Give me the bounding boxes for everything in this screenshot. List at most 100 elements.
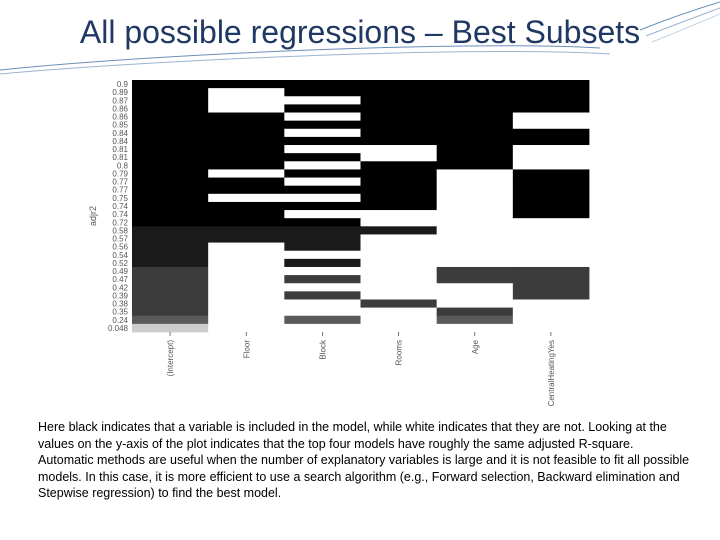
heatmap-cell <box>512 210 590 219</box>
heatmap-cell <box>284 242 361 252</box>
heatmap-cell <box>436 88 514 97</box>
heatmap-cells <box>132 80 590 333</box>
heatmap-cell <box>512 80 590 89</box>
heatmap-cell <box>436 307 514 317</box>
heatmap-cell <box>208 193 285 203</box>
heatmap-cell <box>284 218 361 227</box>
heatmap-cell <box>436 104 514 113</box>
heatmap-cell <box>208 242 285 252</box>
y-tick-label: 0.9 <box>117 80 129 89</box>
x-tick-labels: (Intercept) Floor Block Rooms Age CentralHeat… <box>166 332 556 406</box>
y-tick-label: 0.048 <box>108 324 129 333</box>
heatmap-cell <box>512 226 590 235</box>
heatmap-cell <box>360 120 438 130</box>
heatmap-cell <box>132 169 209 178</box>
heatmap-cell <box>132 104 209 113</box>
swoosh-line <box>0 45 601 71</box>
heatmap-cell <box>512 145 590 154</box>
heatmap-cell <box>284 96 361 105</box>
x-tick-label: (Intercept) <box>166 340 175 377</box>
heatmap-cell <box>360 201 438 211</box>
heatmap-cell <box>360 193 438 203</box>
slide-title: All possible regressions – Best Subsets <box>79 14 641 50</box>
heatmap-cell <box>132 299 209 309</box>
heatmap-cell <box>436 120 514 130</box>
caption-paragraph-1: Here black indicates that a variable is … <box>38 420 667 451</box>
heatmap-cell <box>132 80 209 89</box>
heatmap-cell <box>132 250 209 260</box>
heatmap-cell <box>208 275 285 284</box>
heatmap-cell <box>360 96 438 105</box>
heatmap-cell <box>360 145 438 154</box>
heatmap-cell <box>132 120 209 130</box>
heatmap-cell <box>512 299 590 309</box>
heatmap-cell <box>512 266 590 276</box>
heatmap-cell <box>360 226 438 235</box>
heatmap-cell <box>436 136 514 146</box>
y-tick-label: 0.72 <box>112 218 128 227</box>
y-tick-label: 0.47 <box>112 275 128 284</box>
y-tick-label: 0.81 <box>112 145 128 154</box>
heatmap-cell <box>284 266 361 276</box>
heatmap-cell <box>436 96 514 105</box>
y-tick-labels: 0.90.890.870.860.860.850.840.840.810.810… <box>108 80 129 333</box>
heatmap-cell <box>436 266 514 276</box>
heatmap-cell <box>284 226 361 235</box>
heatmap-cell <box>132 128 209 138</box>
heatmap-cell <box>512 169 590 178</box>
heatmap-cell <box>132 177 209 187</box>
y-tick-label: 0.85 <box>112 121 128 130</box>
y-tick-label: 0.74 <box>112 202 128 211</box>
x-tick-label: Floor <box>242 340 251 359</box>
heatmap-cell <box>284 88 361 97</box>
y-tick-label: 0.77 <box>112 186 128 195</box>
heatmap-cell <box>436 185 514 195</box>
heatmap-cell <box>284 210 361 219</box>
heatmap-cell <box>284 250 361 260</box>
heatmap-cell <box>436 226 514 235</box>
heatmap-cell <box>360 104 438 113</box>
y-tick-label: 0.39 <box>112 291 128 300</box>
y-tick-label: 0.24 <box>112 316 128 325</box>
heatmap-cell <box>360 185 438 195</box>
heatmap-cell <box>132 112 209 122</box>
heatmap-cell <box>284 120 361 130</box>
heatmap-cell <box>132 242 209 252</box>
heatmap-cell <box>208 283 285 292</box>
y-tick-label: 0.35 <box>112 308 128 317</box>
heatmap-cell <box>208 258 285 268</box>
heatmap-cell <box>132 153 209 162</box>
heatmap-cell <box>360 136 438 146</box>
heatmap-cell <box>512 120 590 130</box>
y-tick-label: 0.42 <box>112 283 128 292</box>
y-tick-label: 0.79 <box>112 169 128 178</box>
heatmap-cell <box>436 177 514 187</box>
y-tick-label: 0.77 <box>112 178 128 187</box>
heatmap-cell <box>208 323 285 333</box>
heatmap-cell <box>132 226 209 235</box>
heatmap-cell <box>512 193 590 203</box>
y-tick-label: 0.84 <box>112 137 128 146</box>
y-tick-label: 0.81 <box>112 153 128 162</box>
x-tick-label: CentralHeatingYes <box>547 340 556 406</box>
heatmap-cell <box>208 169 285 178</box>
heatmap-cell <box>208 153 285 162</box>
heatmap-cell <box>284 153 361 162</box>
heatmap-cell <box>436 258 514 268</box>
heatmap-cell <box>284 145 361 154</box>
heatmap-cell <box>436 80 514 89</box>
heatmap-cell <box>360 112 438 122</box>
heatmap-cell <box>360 161 438 170</box>
heatmap-svg: 0.90.890.870.860.860.850.840.840.810.810… <box>88 80 590 406</box>
heatmap-cell <box>436 210 514 219</box>
heatmap-cell <box>360 234 438 243</box>
heatmap-cell <box>132 275 209 284</box>
heatmap-cell <box>208 291 285 300</box>
heatmap-cell <box>512 96 590 105</box>
heatmap-cell <box>284 161 361 170</box>
heatmap-cell <box>208 88 285 97</box>
heatmap-cell <box>284 234 361 243</box>
heatmap-cell <box>208 315 285 325</box>
heatmap-cell <box>132 258 209 268</box>
heatmap-cell <box>208 234 285 243</box>
